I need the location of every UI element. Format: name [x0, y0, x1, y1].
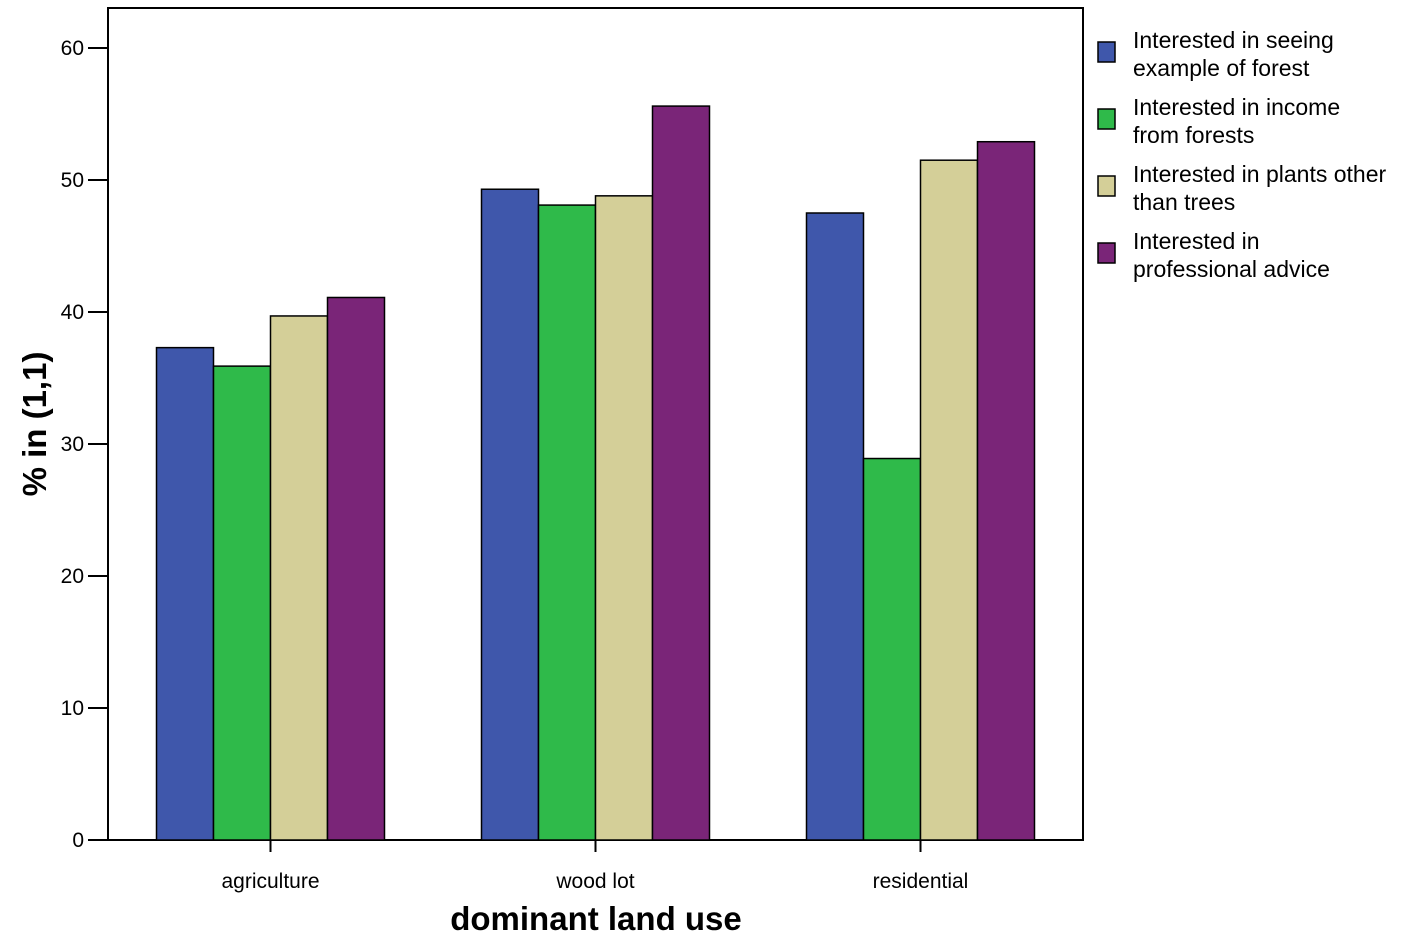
legend-swatch	[1097, 242, 1116, 264]
bar	[326, 296, 386, 841]
bar	[594, 195, 654, 841]
bar	[862, 457, 922, 841]
y-tick-label: 0	[72, 829, 84, 852]
legend-label: Interested in seeing	[1133, 27, 1334, 53]
y-axis-title: % in (1,1)	[16, 352, 53, 497]
y-axis: 0 10 20 30 40 50 60	[61, 37, 108, 852]
legend-swatch	[1097, 108, 1116, 130]
legend-label: Interested in income	[1133, 94, 1340, 120]
legend-label: Interested in	[1133, 228, 1260, 254]
bar	[155, 346, 215, 841]
y-tick-label: 30	[61, 433, 84, 456]
bars	[155, 105, 1036, 841]
x-tick-label: wood lot	[555, 870, 634, 893]
x-axis: agriculture wood lot residential	[221, 840, 968, 893]
y-tick-label: 60	[61, 37, 84, 60]
y-tick-label: 10	[61, 697, 84, 720]
y-tick-label: 50	[61, 169, 84, 192]
x-tick-label: residential	[873, 870, 969, 893]
legend-label: from forests	[1133, 122, 1254, 148]
bar	[212, 365, 272, 841]
bar	[269, 315, 329, 841]
x-axis-title: dominant land use	[450, 900, 742, 937]
bar	[919, 159, 979, 841]
y-tick-label: 20	[61, 565, 84, 588]
legend-label: than trees	[1133, 189, 1235, 215]
legend-label: professional advice	[1133, 256, 1330, 282]
y-tick-label: 40	[61, 301, 84, 324]
x-tick-label: agriculture	[221, 870, 319, 893]
bar	[651, 105, 711, 841]
bar	[976, 140, 1036, 841]
legend-swatch	[1097, 175, 1116, 197]
bar	[805, 212, 865, 841]
legend-label: Interested in plants other	[1133, 161, 1386, 187]
bar	[537, 204, 597, 841]
bar	[480, 188, 540, 841]
legend-swatch	[1097, 41, 1116, 63]
legend-label: example of forest	[1133, 55, 1310, 81]
